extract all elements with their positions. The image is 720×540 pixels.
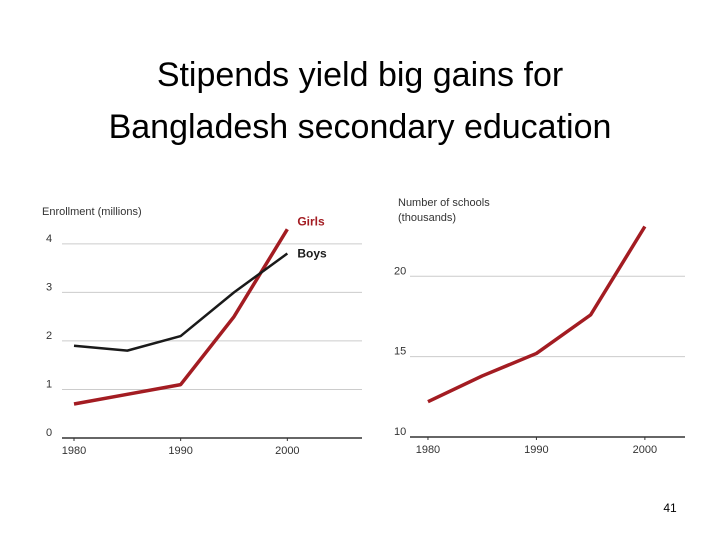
series-line: [427, 225, 647, 404]
series-label: Girls: [297, 214, 325, 228]
x-tick-label: 2000: [275, 445, 299, 457]
y-axis-label: (thousands): [398, 212, 456, 224]
x-tick-label: 1990: [168, 445, 192, 457]
y-tick-label: 3: [46, 281, 52, 293]
y-tick-label: 2: [46, 330, 52, 342]
x-tick-label: 2000: [633, 444, 657, 456]
x-tick-label: 1980: [416, 444, 440, 456]
y-tick-label: 15: [394, 346, 406, 358]
x-tick-label: 1990: [524, 444, 548, 456]
slide-title: Bangladesh secondary education: [109, 108, 612, 146]
slide-title: Stipends yield big gains for: [157, 56, 563, 94]
y-tick-label: 1: [46, 378, 52, 390]
y-tick-label: 4: [46, 233, 52, 245]
series-line: [73, 228, 289, 406]
y-tick-label: 0: [46, 427, 52, 439]
page-number: 41: [663, 501, 677, 515]
y-tick-label: 10: [394, 426, 406, 438]
y-axis-label: Enrollment (millions): [42, 206, 142, 218]
x-tick-label: 1980: [62, 445, 86, 457]
series-line: [73, 252, 289, 352]
y-axis-label: Number of schools: [398, 197, 490, 209]
series-label: Boys: [297, 247, 327, 261]
y-tick-label: 20: [394, 265, 406, 277]
